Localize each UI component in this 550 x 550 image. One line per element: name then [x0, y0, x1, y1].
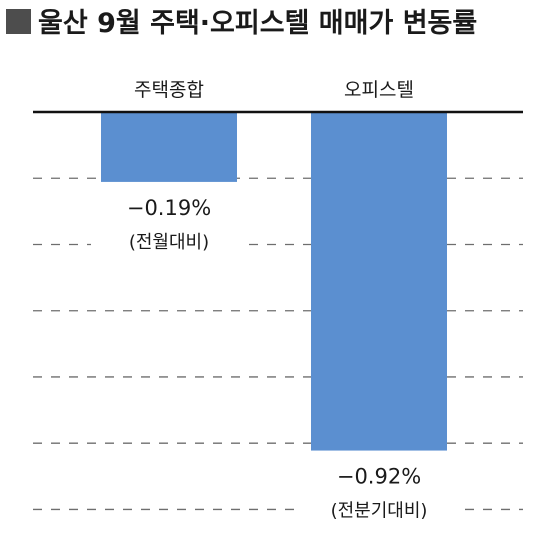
- bars: [101, 112, 447, 451]
- title-square-marker: [6, 9, 31, 34]
- label-backdrop: [91, 189, 247, 256]
- value-note: (전분기대비): [331, 501, 428, 522]
- labels: 주택종합 −0.19% (전월대비) 오피스텔 −0.92% (전분기대비): [91, 79, 457, 525]
- value-note: (전월대비): [129, 232, 209, 253]
- bar-1: [101, 112, 237, 182]
- bar-2: [311, 112, 447, 451]
- chart-title: 울산 9월 주택·오피스텔 매매가 변동률: [38, 8, 477, 39]
- value-label: −0.19%: [127, 196, 211, 220]
- category-label: 오피스텔: [344, 79, 414, 101]
- label-backdrop: [301, 458, 457, 525]
- category-label: 주택종합: [134, 79, 204, 101]
- value-label: −0.92%: [337, 465, 421, 489]
